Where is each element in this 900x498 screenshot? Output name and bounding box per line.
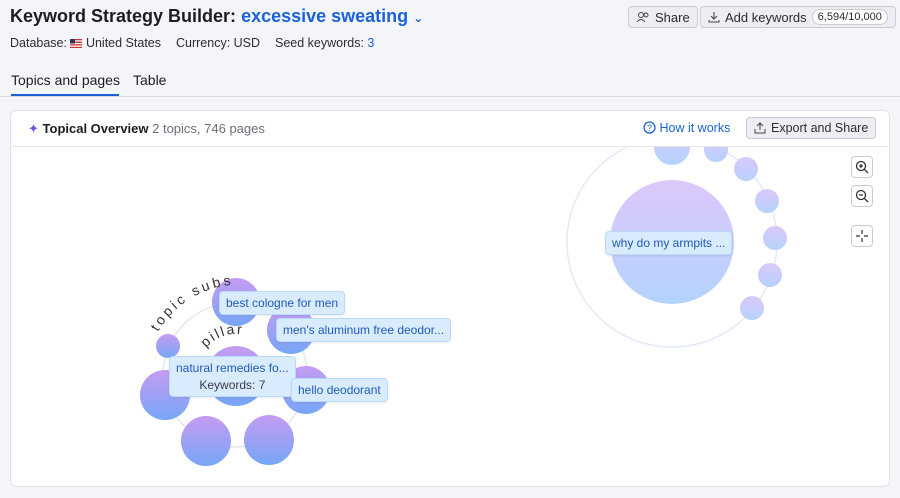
seed-label: Seed keywords: (275, 36, 364, 50)
seed-count[interactable]: 3 (367, 36, 375, 50)
add-keywords-button[interactable]: Add keywords 6,594/10,000 (700, 6, 896, 28)
help-icon: ? (643, 121, 656, 134)
database-info: Database: United States (10, 36, 161, 50)
database-label: Database: (10, 36, 67, 50)
bubble[interactable] (734, 157, 758, 181)
share-button[interactable]: Share (628, 6, 698, 28)
bubble[interactable] (181, 416, 231, 466)
us-flag (70, 39, 83, 48)
share-label: Share (655, 9, 690, 25)
zoom-in[interactable] (851, 156, 873, 178)
add-keywords-label: Add keywords (725, 9, 807, 25)
currency: Currency: USD (176, 36, 261, 50)
bubble[interactable] (654, 129, 690, 165)
pillar-label[interactable]: why do my armpits ... (605, 231, 733, 255)
share-icon (636, 12, 649, 23)
bubble[interactable] (758, 263, 782, 287)
page-label[interactable]: men's aluminum free deodor... (276, 318, 452, 342)
tab-divider (0, 96, 900, 97)
zoom-out-icon (855, 189, 869, 203)
recenter-icon (856, 230, 868, 242)
overview-title: Topical Overview (42, 121, 149, 136)
zoom-in-icon (855, 160, 869, 174)
dropdown-caret[interactable]: ⌄ (413, 11, 424, 25)
page-label[interactable]: best cologne for men (219, 291, 346, 315)
quota: 6,594/10,000 (811, 9, 888, 25)
zoom-out[interactable] (851, 185, 873, 207)
download-icon (708, 12, 720, 23)
overview-header: ✦ Topical Overview 2 topics, 746 pages (28, 121, 265, 137)
export-icon (754, 122, 766, 134)
bubble[interactable] (763, 226, 787, 250)
pillar-label-text: natural remedies fo... (176, 361, 289, 375)
how-it-works-link[interactable]: ? How it works (643, 121, 730, 135)
page-label[interactable]: hello deodorant (291, 378, 388, 402)
export-button[interactable]: Export and Share (746, 117, 877, 139)
page-title: Keyword Strategy Builder: excessive swea… (10, 6, 423, 27)
overview-summary: 2 topics, 746 pages (152, 121, 265, 136)
how-it-works-label: How it works (659, 121, 731, 135)
database-value: United States (85, 36, 161, 50)
project-name[interactable]: excessive sweating (241, 6, 409, 26)
bubble[interactable] (156, 334, 180, 358)
bubble[interactable] (755, 189, 779, 213)
tab[interactable]: Table (133, 72, 167, 88)
bubble[interactable] (740, 296, 764, 320)
tab-underline (11, 94, 119, 96)
card-divider (11, 146, 889, 147)
export-label: Export and Share (771, 121, 869, 135)
keyword-count: Keywords: 7 (199, 378, 266, 392)
bubble[interactable] (244, 415, 294, 465)
tab-active[interactable]: Topics and pages (11, 72, 120, 88)
title-text: Keyword Strategy Builder: (10, 6, 237, 26)
sparkle-icon: ✦ (28, 121, 39, 136)
recenter[interactable] (851, 225, 873, 247)
bubble[interactable] (704, 138, 728, 162)
svg-text:?: ? (647, 123, 652, 133)
pillar-label[interactable]: natural remedies fo... Keywords: 7 (169, 356, 296, 397)
seed-keywords: Seed keywords: 3 (275, 36, 374, 50)
